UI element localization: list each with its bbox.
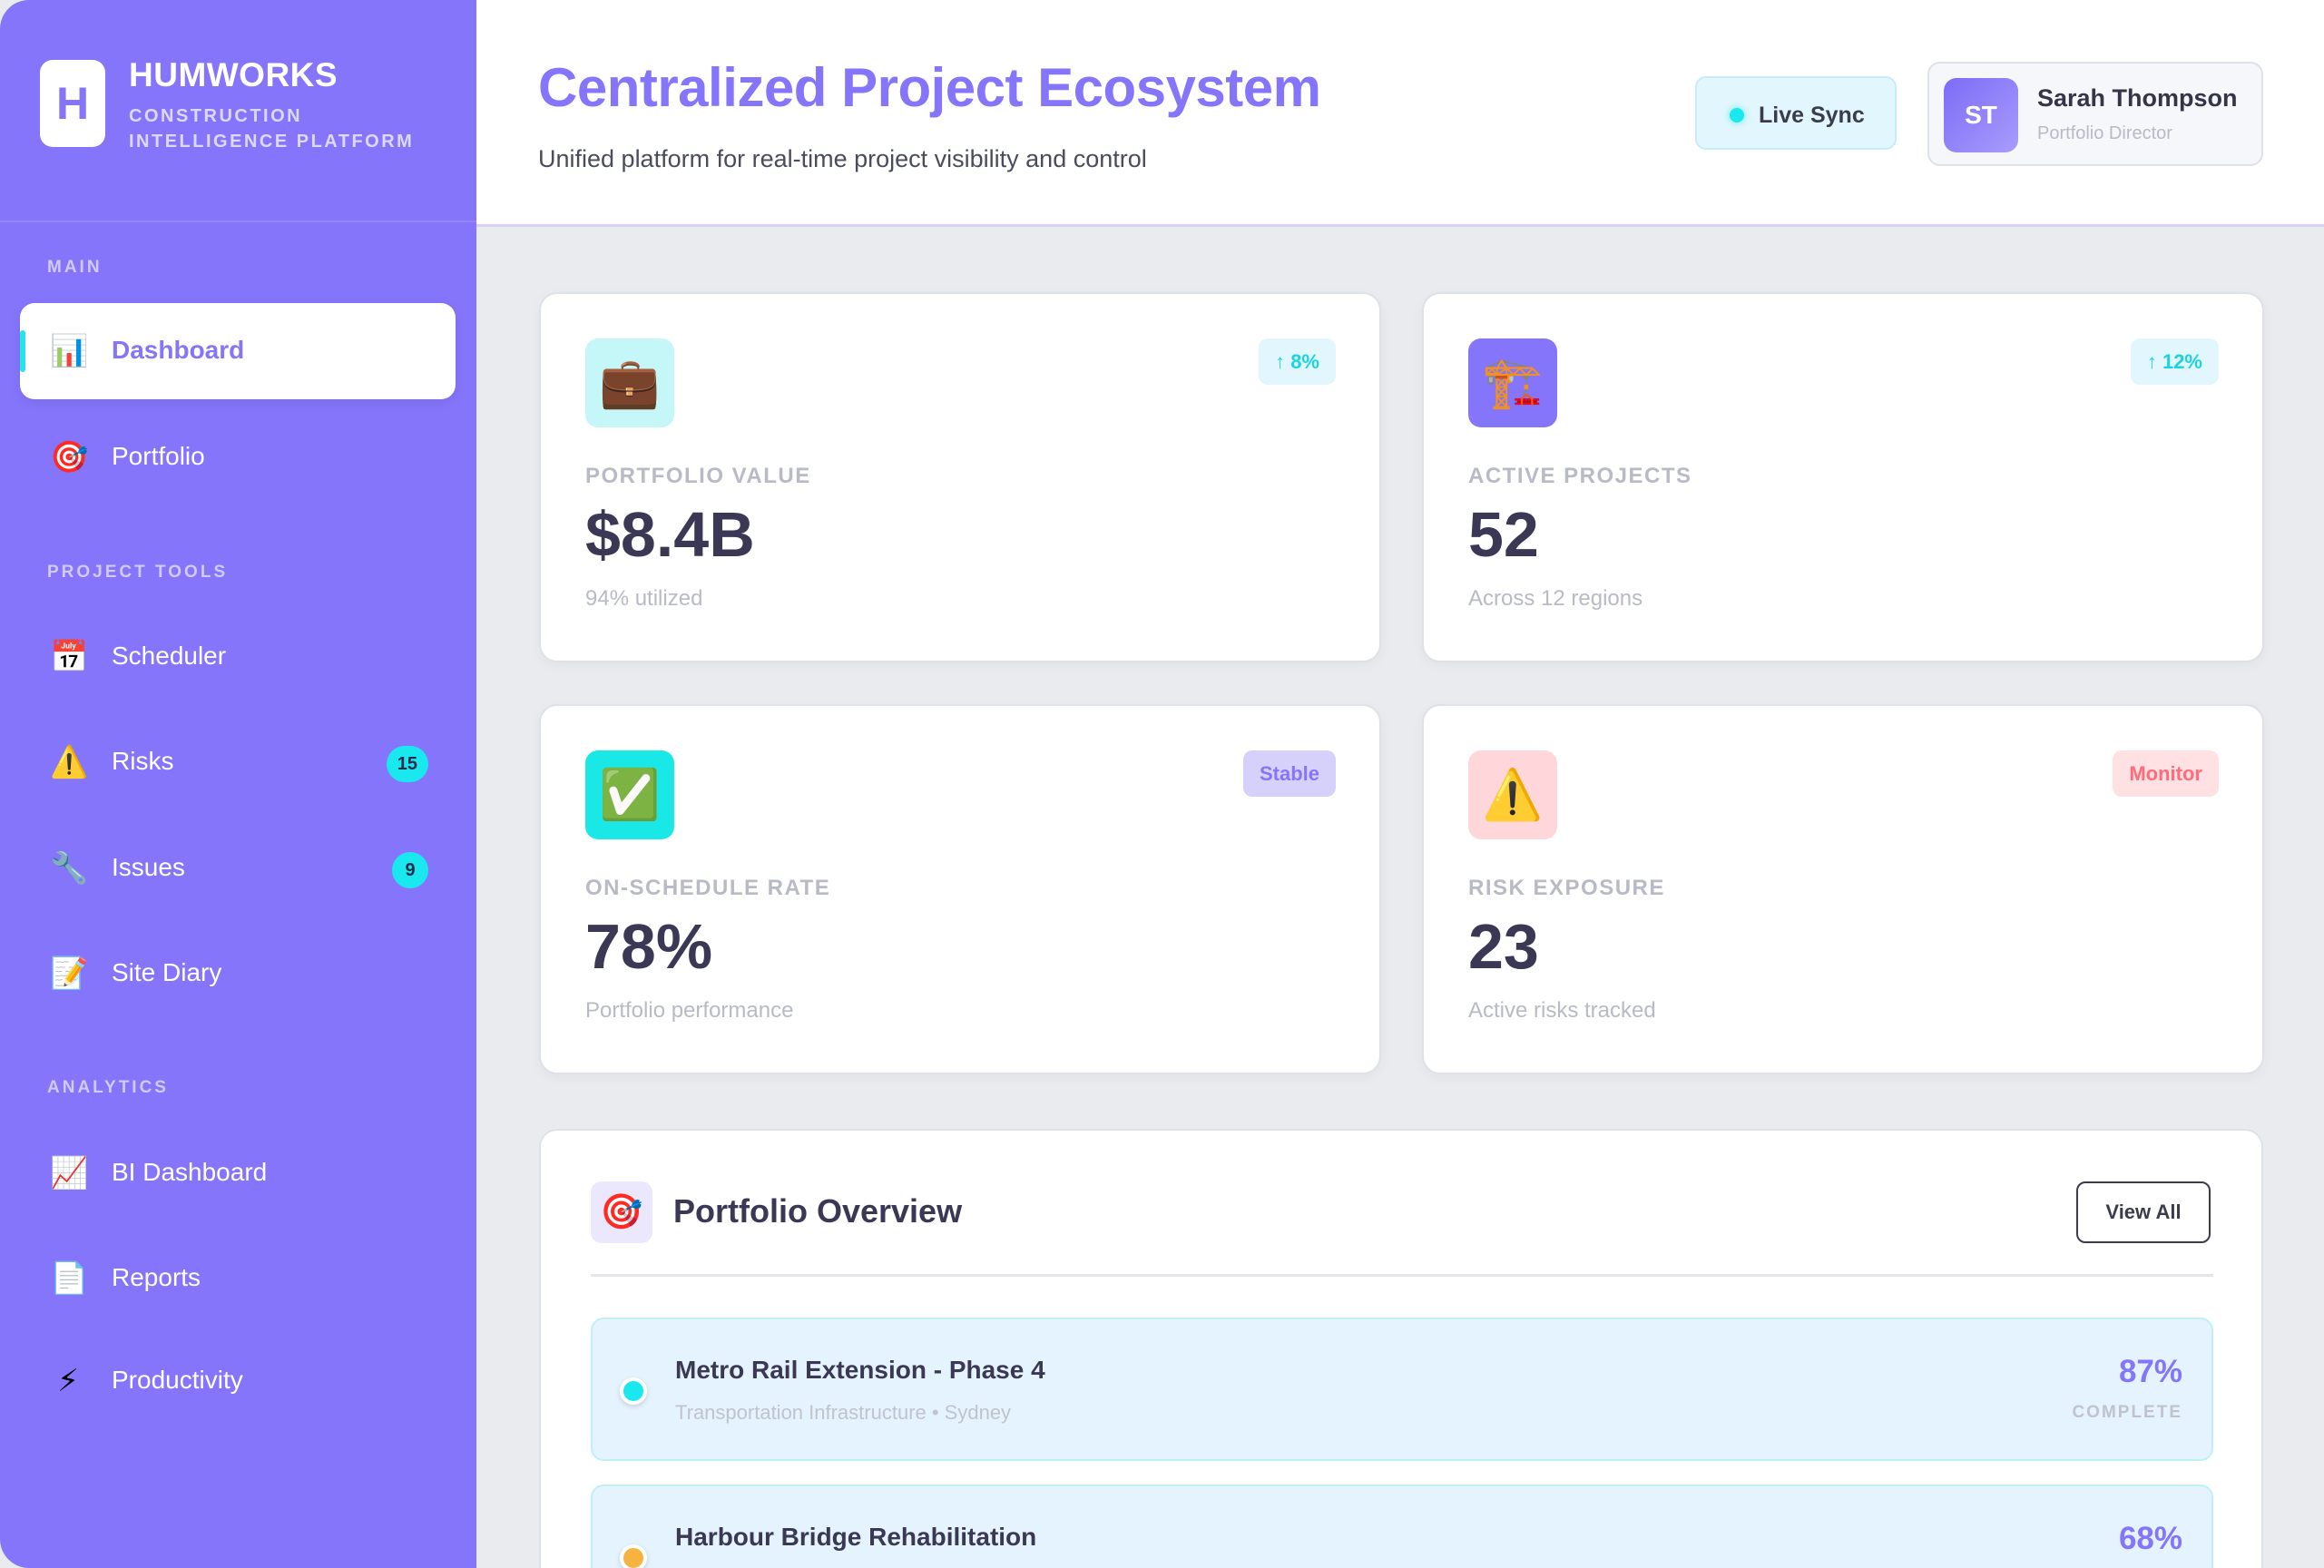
trend-badge: ↑ 8% xyxy=(1259,338,1336,385)
notepad-icon: 📝 xyxy=(50,956,89,991)
warning-icon: ⚠️ xyxy=(50,745,89,779)
stat-value: 78% xyxy=(585,911,713,982)
stat-subtext: Across 12 regions xyxy=(1468,586,1643,611)
wrench-icon: 🔧 xyxy=(50,851,89,886)
sidebar-item-label: Dashboard xyxy=(112,336,245,364)
project-status: COMPLETE xyxy=(2072,1403,2182,1422)
stat-subtext: 94% utilized xyxy=(585,586,703,611)
user-role: Portfolio Director xyxy=(2037,123,2172,143)
lightning-icon: ⚡ xyxy=(57,1364,79,1398)
stat-label: ACTIVE PROJECTS xyxy=(1468,464,1692,488)
stat-card-active-projects[interactable]: 🏗️ ↑ 12% ACTIVE PROJECTS 52 Across 12 re… xyxy=(1422,292,2264,662)
project-percent: 68% xyxy=(2118,1521,2182,1556)
sidebar-item-issues[interactable]: 🔧 Issues 9 xyxy=(20,820,456,916)
sidebar-item-label: BI Dashboard xyxy=(112,1158,268,1186)
stat-label: RISK EXPOSURE xyxy=(1468,876,1665,900)
sidebar-item-productivity[interactable]: ⚡ Productivity xyxy=(20,1333,456,1429)
section-label-project-tools: PROJECT TOOLS xyxy=(47,563,229,582)
stat-subtext: Portfolio performance xyxy=(585,998,794,1023)
stat-value: 52 xyxy=(1468,499,1539,570)
brand-name: HUMWORKS xyxy=(129,56,338,93)
calendar-icon: 📅 xyxy=(50,640,89,674)
avatar: ST xyxy=(1944,78,2018,152)
status-dot-icon xyxy=(620,1377,647,1405)
stat-value: $8.4B xyxy=(585,499,755,570)
sidebar-item-label: Risks xyxy=(112,747,174,775)
stat-label: PORTFOLIO VALUE xyxy=(585,464,811,488)
sidebar-item-dashboard[interactable]: 📊 Dashboard xyxy=(20,303,456,399)
trend-chart-icon: 📈 xyxy=(50,1156,89,1191)
section-label-analytics: ANALYTICS xyxy=(47,1078,169,1097)
project-meta: Transportation Infrastructure • Sydney xyxy=(675,1401,1012,1424)
sidebar-item-site-diary[interactable]: 📝 Site Diary xyxy=(20,926,456,1022)
risks-count-badge: 15 xyxy=(386,746,428,782)
page-title: Centralized Project Ecosystem xyxy=(538,57,1321,118)
sidebar-item-bi-dashboard[interactable]: 📈 BI Dashboard xyxy=(20,1125,456,1221)
user-profile[interactable]: ST Sarah Thompson Portfolio Director xyxy=(1927,62,2263,166)
sidebar-item-scheduler[interactable]: 📅 Scheduler xyxy=(20,609,456,705)
sidebar-item-label: Productivity xyxy=(112,1366,243,1394)
trend-badge: ↑ 12% xyxy=(2130,338,2219,385)
crane-icon: 🏗️ xyxy=(1468,338,1557,427)
portfolio-overview-panel: 🎯 Portfolio Overview View All Metro Rail… xyxy=(539,1129,2263,1568)
stat-card-portfolio-value[interactable]: 💼 ↑ 8% PORTFOLIO VALUE $8.4B 94% utilize… xyxy=(539,292,1381,662)
sync-status-dot-icon xyxy=(1730,108,1744,122)
page-subtitle: Unified platform for real-time project v… xyxy=(538,145,1147,172)
project-row[interactable]: Harbour Bridge Rehabilitation 68% xyxy=(591,1485,2213,1568)
briefcase-icon: 💼 xyxy=(585,338,674,427)
sidebar-item-label: Site Diary xyxy=(112,958,222,986)
live-sync-indicator[interactable]: Live Sync xyxy=(1695,76,1897,150)
user-name: Sarah Thompson xyxy=(2037,84,2238,112)
sidebar-item-label: Portfolio xyxy=(112,442,205,470)
stat-subtext: Active risks tracked xyxy=(1468,998,1656,1023)
divider xyxy=(591,1274,2213,1277)
target-icon: 🎯 xyxy=(591,1181,652,1243)
check-icon: ✅ xyxy=(585,750,674,839)
live-sync-label: Live Sync xyxy=(1759,103,1865,128)
sidebar-item-risks[interactable]: ⚠️ Risks 15 xyxy=(20,714,456,810)
project-row[interactable]: Metro Rail Extension - Phase 4 Transport… xyxy=(591,1318,2213,1461)
sidebar-item-reports[interactable]: 📄 Reports xyxy=(20,1230,456,1327)
sidebar-item-label: Scheduler xyxy=(112,642,227,670)
document-icon: 📄 xyxy=(50,1261,89,1296)
issues-count-badge: 9 xyxy=(392,852,428,888)
section-label-main: MAIN xyxy=(47,258,103,277)
bar-chart-icon: 📊 xyxy=(50,334,89,368)
brand-subtitle: CONSTRUCTION INTELLIGENCE PLATFORM xyxy=(129,106,415,152)
brand: H HUMWORKS CONSTRUCTION INTELLIGENCE PLA… xyxy=(0,0,476,222)
project-name: Harbour Bridge Rehabilitation xyxy=(675,1523,1037,1551)
project-name: Metro Rail Extension - Phase 4 xyxy=(675,1356,1045,1384)
trend-badge: Stable xyxy=(1242,750,1336,797)
sidebar-item-label: Issues xyxy=(112,853,185,881)
status-dot-icon xyxy=(620,1544,647,1568)
panel-title: Portfolio Overview xyxy=(673,1192,963,1230)
sidebar-item-label: Reports xyxy=(112,1263,201,1291)
project-percent: 87% xyxy=(2118,1354,2182,1389)
view-all-button[interactable]: View All xyxy=(2076,1181,2211,1243)
stat-label: ON-SCHEDULE RATE xyxy=(585,876,831,900)
stat-card-risk-exposure[interactable]: ⚠️ Monitor RISK EXPOSURE 23 Active risks… xyxy=(1422,704,2264,1074)
sidebar: H HUMWORKS CONSTRUCTION INTELLIGENCE PLA… xyxy=(0,0,476,1568)
sidebar-item-portfolio[interactable]: 🎯 Portfolio xyxy=(20,409,456,505)
brand-logo[interactable]: H xyxy=(40,60,105,147)
trend-badge: Monitor xyxy=(2113,750,2219,797)
target-icon: 🎯 xyxy=(50,440,89,475)
stat-value: 23 xyxy=(1468,911,1539,982)
page-header: Centralized Project Ecosystem Unified pl… xyxy=(476,0,2324,227)
warning-icon: ⚠️ xyxy=(1468,750,1557,839)
stat-card-on-schedule-rate[interactable]: ✅ Stable ON-SCHEDULE RATE 78% Portfolio … xyxy=(539,704,1381,1074)
